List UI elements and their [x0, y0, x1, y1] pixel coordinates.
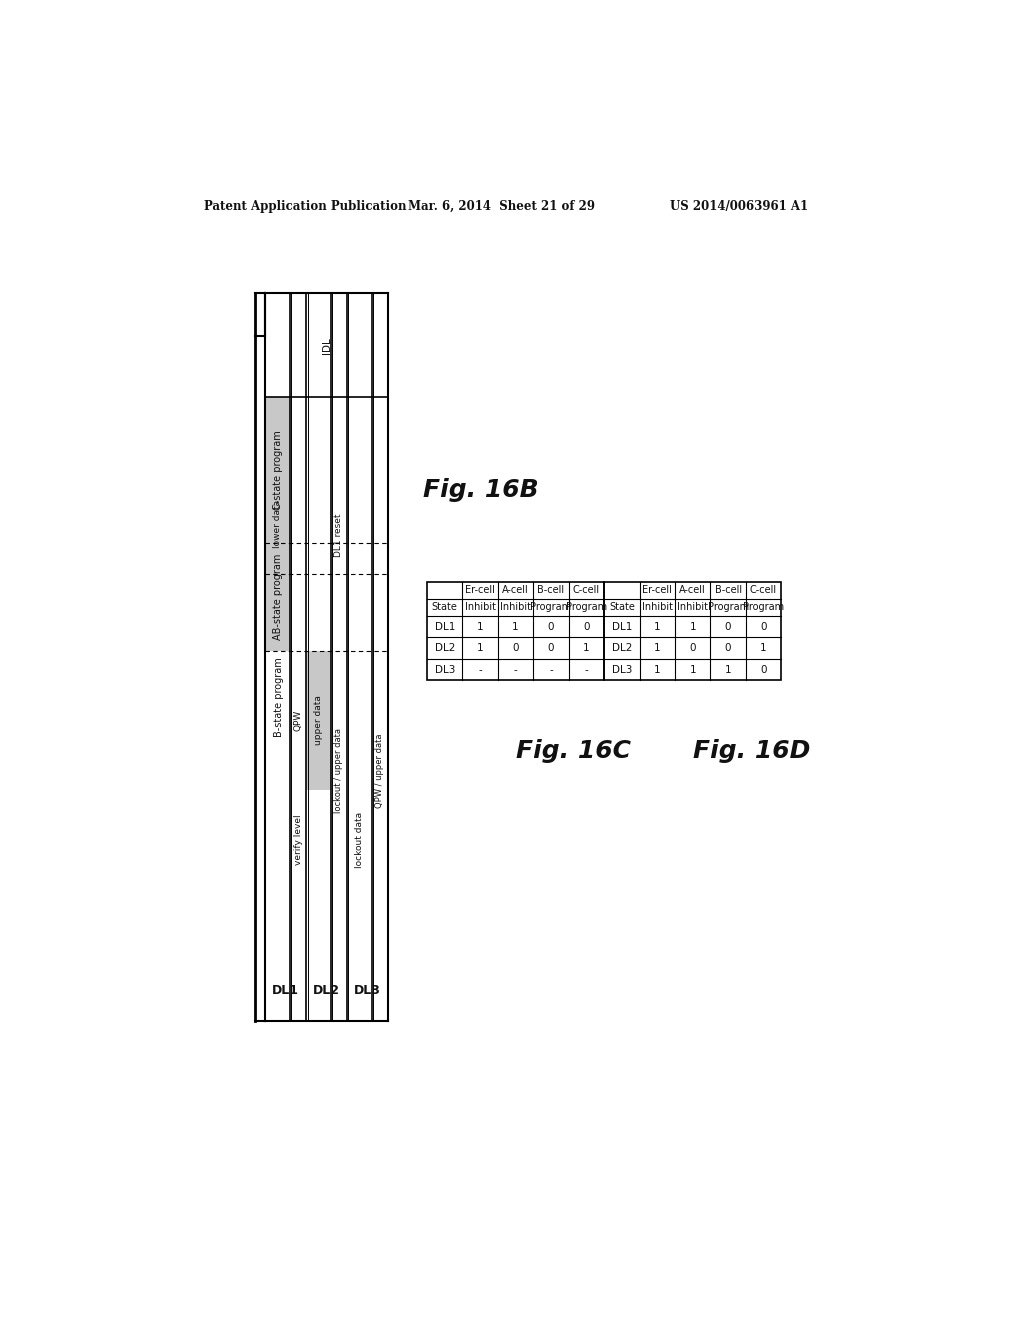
Text: B-state program: B-state program [274, 657, 285, 738]
Text: B-cell: B-cell [538, 585, 564, 595]
Text: Patent Application Publication: Patent Application Publication [204, 199, 407, 213]
Text: -: - [514, 665, 517, 675]
Bar [604, 582, 781, 681]
Text: -: - [549, 665, 553, 675]
Text: 0: 0 [760, 665, 767, 675]
Text: Fig. 16C: Fig. 16C [515, 739, 631, 763]
Text: lower data: lower data [273, 500, 283, 548]
Text: upper data: upper data [314, 696, 323, 746]
Text: DL3: DL3 [611, 665, 632, 675]
Text: C-state program: C-state program [272, 430, 283, 510]
Text: QPW: QPW [294, 710, 302, 731]
Text: AB-state program: AB-state program [272, 554, 283, 640]
Text: 0: 0 [548, 643, 554, 653]
Text: -: - [478, 665, 482, 675]
Bar [265, 397, 290, 651]
Text: IDL: IDL [322, 337, 332, 354]
Text: A-cell: A-cell [502, 585, 529, 595]
Text: DL1: DL1 [611, 622, 632, 631]
Text: DL3: DL3 [354, 983, 381, 997]
Text: Program: Program [743, 602, 784, 612]
Text: 1: 1 [654, 622, 660, 631]
Text: Mar. 6, 2014  Sheet 21 of 29: Mar. 6, 2014 Sheet 21 of 29 [408, 199, 595, 213]
Text: QPW / upper data: QPW / upper data [375, 734, 384, 808]
Text: Program: Program [566, 602, 607, 612]
Text: Program: Program [708, 602, 749, 612]
Text: 1: 1 [654, 643, 660, 653]
Text: Er-cell: Er-cell [465, 585, 495, 595]
Text: 1: 1 [689, 622, 696, 631]
Text: DL3: DL3 [434, 665, 455, 675]
Text: 1: 1 [512, 622, 519, 631]
Text: State: State [609, 602, 635, 612]
Text: Program: Program [530, 602, 571, 612]
Text: DL1 reset: DL1 reset [335, 513, 343, 557]
Text: Inhibit: Inhibit [500, 602, 531, 612]
Text: DL2: DL2 [611, 643, 632, 653]
Text: 0: 0 [548, 622, 554, 631]
Text: C-cell: C-cell [572, 585, 600, 595]
Text: 0: 0 [689, 643, 696, 653]
Text: lockout data: lockout data [354, 812, 364, 869]
Text: -: - [585, 665, 588, 675]
Text: DL2: DL2 [313, 983, 340, 997]
Bar [427, 582, 604, 681]
Text: 1: 1 [477, 643, 483, 653]
Text: 0: 0 [583, 622, 590, 631]
Text: Inhibit: Inhibit [465, 602, 496, 612]
Text: DL1: DL1 [272, 983, 299, 997]
Text: 1: 1 [760, 643, 767, 653]
Text: 0: 0 [725, 643, 731, 653]
Text: Inhibit: Inhibit [642, 602, 673, 612]
Text: C-cell: C-cell [750, 585, 777, 595]
Text: DL1: DL1 [434, 622, 455, 631]
Text: 0: 0 [760, 622, 767, 631]
Text: 1: 1 [725, 665, 731, 675]
Text: 0: 0 [725, 622, 731, 631]
Text: A-cell: A-cell [679, 585, 706, 595]
Text: verify level: verify level [294, 814, 302, 865]
Text: 1: 1 [583, 643, 590, 653]
Text: US 2014/0063961 A1: US 2014/0063961 A1 [670, 199, 808, 213]
Text: 1: 1 [477, 622, 483, 631]
Text: 1: 1 [689, 665, 696, 675]
Text: B-cell: B-cell [715, 585, 741, 595]
Text: Inhibit: Inhibit [677, 602, 709, 612]
Text: Fig. 16B: Fig. 16B [423, 478, 539, 502]
Text: 1: 1 [654, 665, 660, 675]
Text: Er-cell: Er-cell [642, 585, 672, 595]
Text: Fig. 16D: Fig. 16D [692, 739, 810, 763]
Bar [306, 651, 331, 789]
Text: 0: 0 [512, 643, 519, 653]
Text: DL2: DL2 [434, 643, 455, 653]
Text: State: State [432, 602, 458, 612]
Text: lockout / upper data: lockout / upper data [335, 729, 343, 813]
